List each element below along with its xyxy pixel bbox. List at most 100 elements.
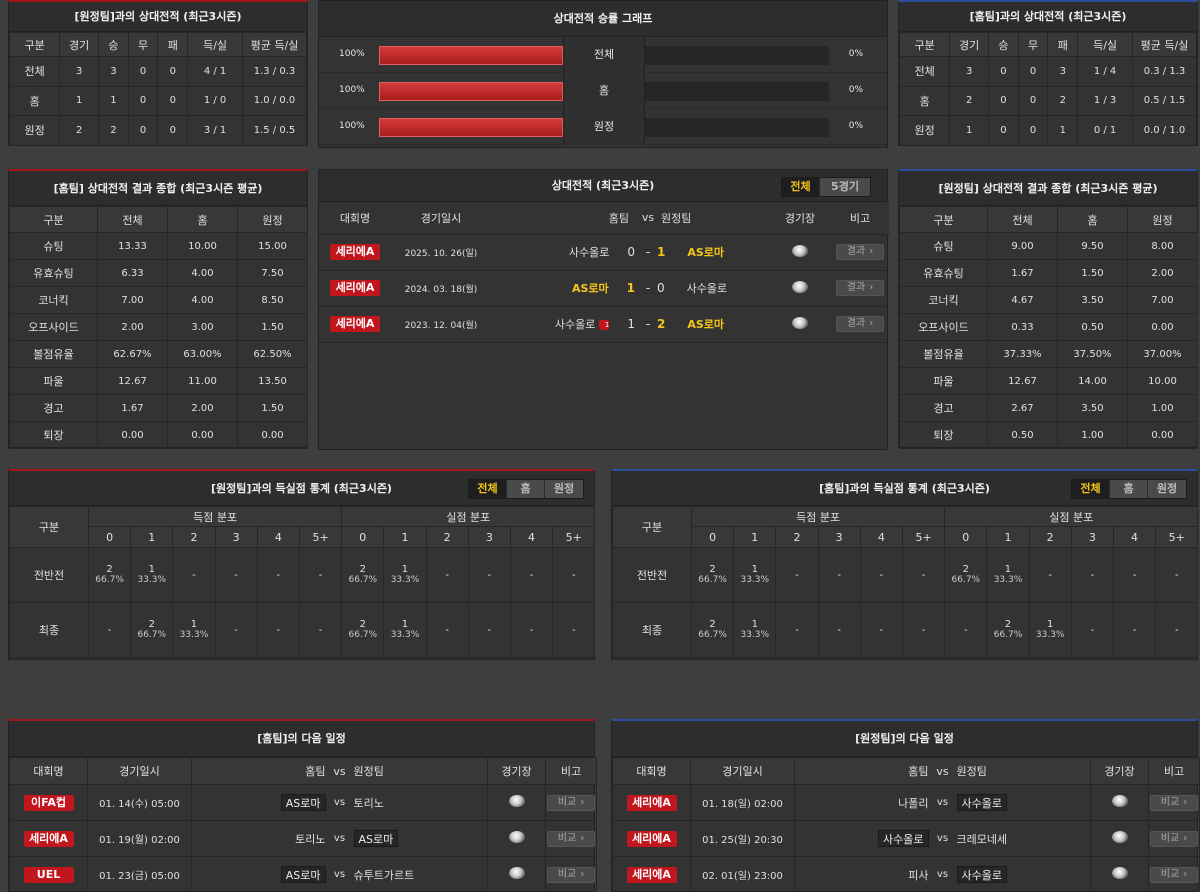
table-row: 슈팅 9.00 9.50 8.00 [899,232,1198,260]
schedule-row: 세리에A 01. 25(일) 20:30 사수올로 vs 크레모네세 비교 › [612,820,1200,857]
compare-button[interactable]: 비교 › [1150,866,1198,883]
table-row: 경고 1.67 2.00 1.50 [9,394,308,422]
away-team[interactable]: 토리노 [353,796,384,810]
tab-all[interactable]: 전체 [782,178,820,196]
table-row: 볼점유율 37.33% 37.50% 37.00% [899,340,1198,368]
table-row: 경고 2.67 3.50 1.00 [899,394,1198,422]
col-note: 비고 [1148,757,1200,785]
dist-cell: - [817,547,861,603]
away-team[interactable]: 사수올로 [956,794,1007,811]
compare-button[interactable]: 비교 › [547,866,595,883]
col-header: 구분 [612,506,692,548]
tab-away[interactable]: 원정 [1148,480,1186,498]
result-button[interactable]: 결과 › [836,316,884,332]
tab-home[interactable]: 홈 [1110,480,1148,498]
table-row: 코너킥 7.00 4.00 8.50 [9,286,308,314]
stat-cell: 1 [949,115,990,146]
dist-count: - [234,569,238,581]
compare-button[interactable]: 비교 › [547,794,595,811]
result-button[interactable]: 결과 › [836,280,884,296]
score-sep: - [639,305,657,343]
stat-cell: 0.00 [1127,313,1198,341]
col-league: 대회명 [319,202,391,234]
col-venue: 경기장 [769,202,831,234]
tab-all[interactable]: 전체 [1072,480,1110,498]
home-team[interactable]: 피사 [908,868,929,882]
dist-cell: 1 33.3% [986,547,1030,603]
compare-button[interactable]: 비교 › [1150,794,1198,811]
col-date: 경기일시 [690,757,795,785]
home-team[interactable]: AS로마 [280,794,326,811]
tab-all[interactable]: 전체 [469,480,507,498]
tab-home[interactable]: 홈 [507,480,545,498]
win-bar-fill [379,82,563,101]
away-team[interactable]: 크레모네세 [956,832,1008,846]
col-header: 홈 [167,206,238,233]
col-header: 무 [1017,32,1049,57]
away-team[interactable]: 사수올로 [956,866,1007,883]
schedule-table: 대회명 경기일시 홈팀 vs 원정팀 경기장 비고 이FA컵 01. 14(수) 05:00 AS… [9,757,597,892]
h2h-home-panel: [홈팀]과의 상대전적 (최근3시즌) 구분 경기 승 무 패 득/실 평균 득/실 전체 3 0… [898,0,1198,146]
away-team[interactable]: 슈투트가르트 [353,868,415,882]
stadium-icon [792,280,808,293]
goal-count-header: 2 [425,526,469,548]
home-team[interactable]: AS로마 [280,866,326,883]
stat-cell: 7.00 [1127,286,1198,314]
col-header: 패 [157,32,189,57]
score-sep: - [639,269,657,307]
dist-cell: 2 66.7% [341,602,385,658]
goal-count-header: 1 [986,526,1030,548]
col-header: 구분 [9,506,89,548]
home-team[interactable]: 토리노 [295,832,326,846]
goals-for-header: 득점 분포 [87,506,343,527]
compare-button[interactable]: 비교 › [1150,830,1198,847]
vs-label: vs [930,820,955,857]
stat-cell: 0.0 / 1.0 [1131,115,1198,146]
tab-away[interactable]: 원정 [545,480,583,498]
tab-5-games[interactable]: 5경기 [820,178,870,196]
dist-cell: - [509,547,554,603]
chevron-right-icon: › [580,868,585,880]
row-label: 볼점유율 [9,340,98,368]
dist-percent: 66.7% [348,575,378,585]
home-team[interactable]: 사수올로 [878,830,929,847]
stat-cell: 1.50 [237,313,308,341]
table-row: 유효슈팅 1.67 1.50 2.00 [899,259,1198,287]
goals-title: [홈팀]과의 득실점 통계 (최근3시즌) [819,482,990,495]
league-badge: 세리에A [626,866,677,883]
dist-count: - [1090,624,1095,636]
stat-cell: 3.50 [1057,394,1128,422]
dist-percent: 66.7% [698,630,727,640]
row-label: 홈 [898,85,951,116]
away-team[interactable]: AS로마 [353,830,399,847]
goals-tabs: 전체 홈 원정 [1071,479,1187,499]
table-row: 전체 3 0 0 3 1 / 4 0.3 / 1.3 [898,56,1198,87]
goal-count-header: 4 [1112,526,1157,548]
stat-cell: 4.00 [167,286,238,314]
row-label: 원정 [8,115,61,146]
match-row: 세리에A 2025. 10. 26(일) 사수올로 0-1 AS로마 결과 › [319,233,889,271]
league-badge: 세리에A [23,830,74,847]
table-row: 오프사이드 0.33 0.50 0.00 [899,313,1198,341]
dist-count: 2 [962,564,969,575]
compare-button[interactable]: 비교 › [547,830,595,847]
loss-percent: 0% [848,121,863,131]
panel-title: [홈팀]과의 상대전적 (최근3시즌) [899,2,1197,32]
col-date: 경기일시 [391,202,491,234]
chevron-right-icon: › [1183,868,1188,880]
stat-cell: 0 [988,56,1019,87]
stat-cell: 1 / 3 [1077,85,1133,116]
dist-cell: - [1112,602,1157,658]
home-team[interactable]: 나폴리 [898,796,929,810]
loss-bar-track [645,118,829,137]
goal-count-header: 0 [87,526,132,548]
home-score: 0 [627,245,635,259]
result-button[interactable]: 결과 › [836,244,884,260]
col-header: 홈 [1057,206,1128,233]
dist-cell: - [87,602,132,658]
graph-row: 100% 원정 0% [319,109,887,145]
stat-cell: 0.33 [987,313,1058,341]
panel-title: [원정팀] 상대전적 결과 종합 (최근3시즌 평균) [899,171,1197,206]
row-label: 코너킥 [899,286,988,314]
col-header: 구분 [9,206,98,233]
